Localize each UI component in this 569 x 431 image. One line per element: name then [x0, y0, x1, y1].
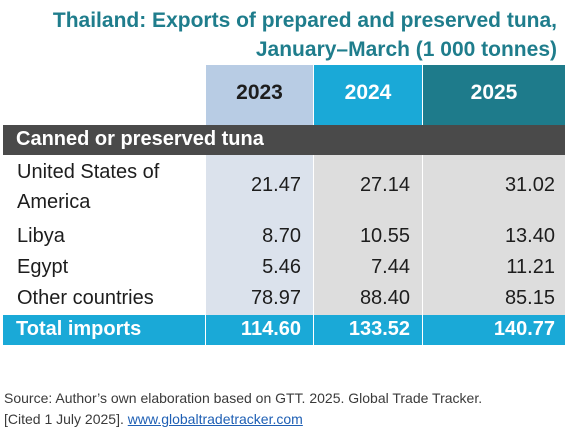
row-label-other: Other countries [17, 287, 154, 309]
section-header-row [3, 125, 565, 155]
total-label: Total imports [16, 318, 142, 340]
total-2023: 114.60 [240, 318, 301, 340]
cell-egypt-2025: 11.21 [506, 256, 555, 278]
cell-other-2025: 85.15 [504, 287, 555, 309]
title-line-2: January–March (1 000 tonnes) [255, 38, 557, 61]
header-cell-2025 [423, 65, 565, 125]
total-divider-2 [313, 315, 314, 345]
source-line-2: [Cited 1 July 2025]. www.globaltradetrac… [4, 409, 564, 430]
total-2024: 133.52 [348, 318, 410, 340]
cell-libya-2025: 13.40 [504, 225, 555, 247]
column-header-2024: 2024 [344, 81, 392, 104]
total-2025: 140.77 [493, 318, 555, 340]
cell-egypt-2023: 5.46 [262, 256, 301, 278]
row-label-egypt: Egypt [17, 256, 69, 278]
cell-usa-2023: 21.47 [250, 174, 301, 196]
source-line-1: Source: Author’s own elaboration based o… [4, 390, 483, 406]
tuna-exports-table: 2023 2024 2025 Canned or preserved tuna … [3, 65, 565, 345]
row-label-usa: United States of America [17, 158, 159, 217]
total-divider-1 [205, 315, 206, 345]
cell-usa-2025: 31.02 [504, 174, 555, 196]
total-row [3, 315, 565, 345]
title-line-1: Thailand: Exports of prepared and preser… [52, 9, 557, 32]
page-title: Thailand: Exports of prepared and preser… [12, 6, 557, 64]
header-cell-2024 [314, 65, 422, 125]
cell-libya-2024: 10.55 [359, 225, 410, 247]
cell-egypt-2024: 7.44 [371, 256, 410, 278]
total-divider-3 [422, 315, 423, 345]
column-header-2023: 2023 [236, 81, 283, 104]
cell-libya-2023: 8.70 [262, 225, 301, 247]
cell-other-2023: 78.97 [250, 287, 301, 309]
source-link[interactable]: www.globaltradetracker.com [127, 411, 303, 427]
row-label-usa-line1: United States of [17, 161, 160, 183]
row-label-usa-line2: America [17, 191, 91, 213]
row-label-libya: Libya [17, 225, 65, 247]
source-note: Source: Author’s own elaboration based o… [4, 388, 564, 430]
column-header-2025: 2025 [470, 81, 518, 104]
cell-other-2024: 88.40 [359, 287, 410, 309]
header-cell-2023 [206, 65, 313, 125]
source-citation: [Cited 1 July 2025]. [4, 411, 128, 427]
cell-usa-2024: 27.14 [359, 174, 410, 196]
section-header-label: Canned or preserved tuna [16, 128, 264, 150]
